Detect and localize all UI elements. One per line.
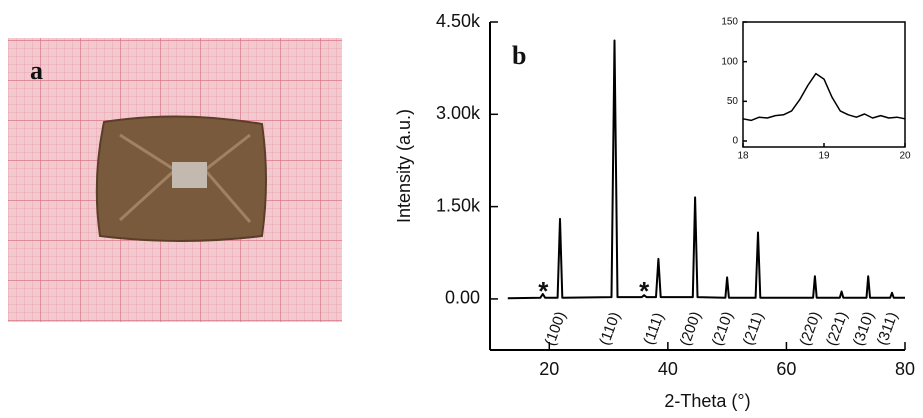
x-tick-label: 20 xyxy=(539,359,559,379)
y-tick-label: 1.50k xyxy=(436,195,481,215)
y-tick-label: 0.00 xyxy=(445,288,480,308)
peak-label: (210) xyxy=(709,309,737,348)
xrd-chart: 0.00 1.50k 3.00k 4.50k 20 40 60 80 b Intensity (a… xyxy=(394,11,915,411)
peak-label: (111) xyxy=(640,310,667,347)
y-tick-label: 4.50k xyxy=(436,11,481,31)
y-tick-label: 100 xyxy=(721,56,738,67)
peak-marker: * xyxy=(538,276,549,306)
peak-label: (110) xyxy=(596,310,624,348)
y-axis-title: Intensity (a.u.) xyxy=(394,109,414,223)
x-axis-title: 2-Theta (°) xyxy=(664,391,750,411)
y-tick-label: 150 xyxy=(721,17,738,28)
x-tick-label: 19 xyxy=(818,151,830,162)
peak-label: (100) xyxy=(541,309,569,348)
sample-center xyxy=(172,162,207,188)
peak-marker: * xyxy=(639,276,650,306)
y-tick-label: 3.00k xyxy=(436,103,481,123)
inset-frame xyxy=(742,21,906,148)
peak-label: (311) xyxy=(874,310,902,348)
peak-label: (200) xyxy=(677,309,705,348)
data-line xyxy=(507,39,905,300)
y-tick-label: 0 xyxy=(732,136,738,147)
x-tick-label: 80 xyxy=(895,359,915,379)
x-tick-label: 20 xyxy=(899,151,911,162)
panel-label: b xyxy=(512,41,526,70)
x-tick-label: 18 xyxy=(737,151,749,162)
data-line xyxy=(742,72,906,122)
peak-label: (221) xyxy=(823,309,851,348)
y-tick-label: 50 xyxy=(727,96,739,107)
peak-label: (220) xyxy=(796,309,824,348)
x-tick-label: 60 xyxy=(776,359,796,379)
x-tick-label: 40 xyxy=(658,359,678,379)
photo: a xyxy=(8,38,342,322)
peak-label: (211) xyxy=(740,310,768,348)
panel-label: a xyxy=(30,56,43,85)
